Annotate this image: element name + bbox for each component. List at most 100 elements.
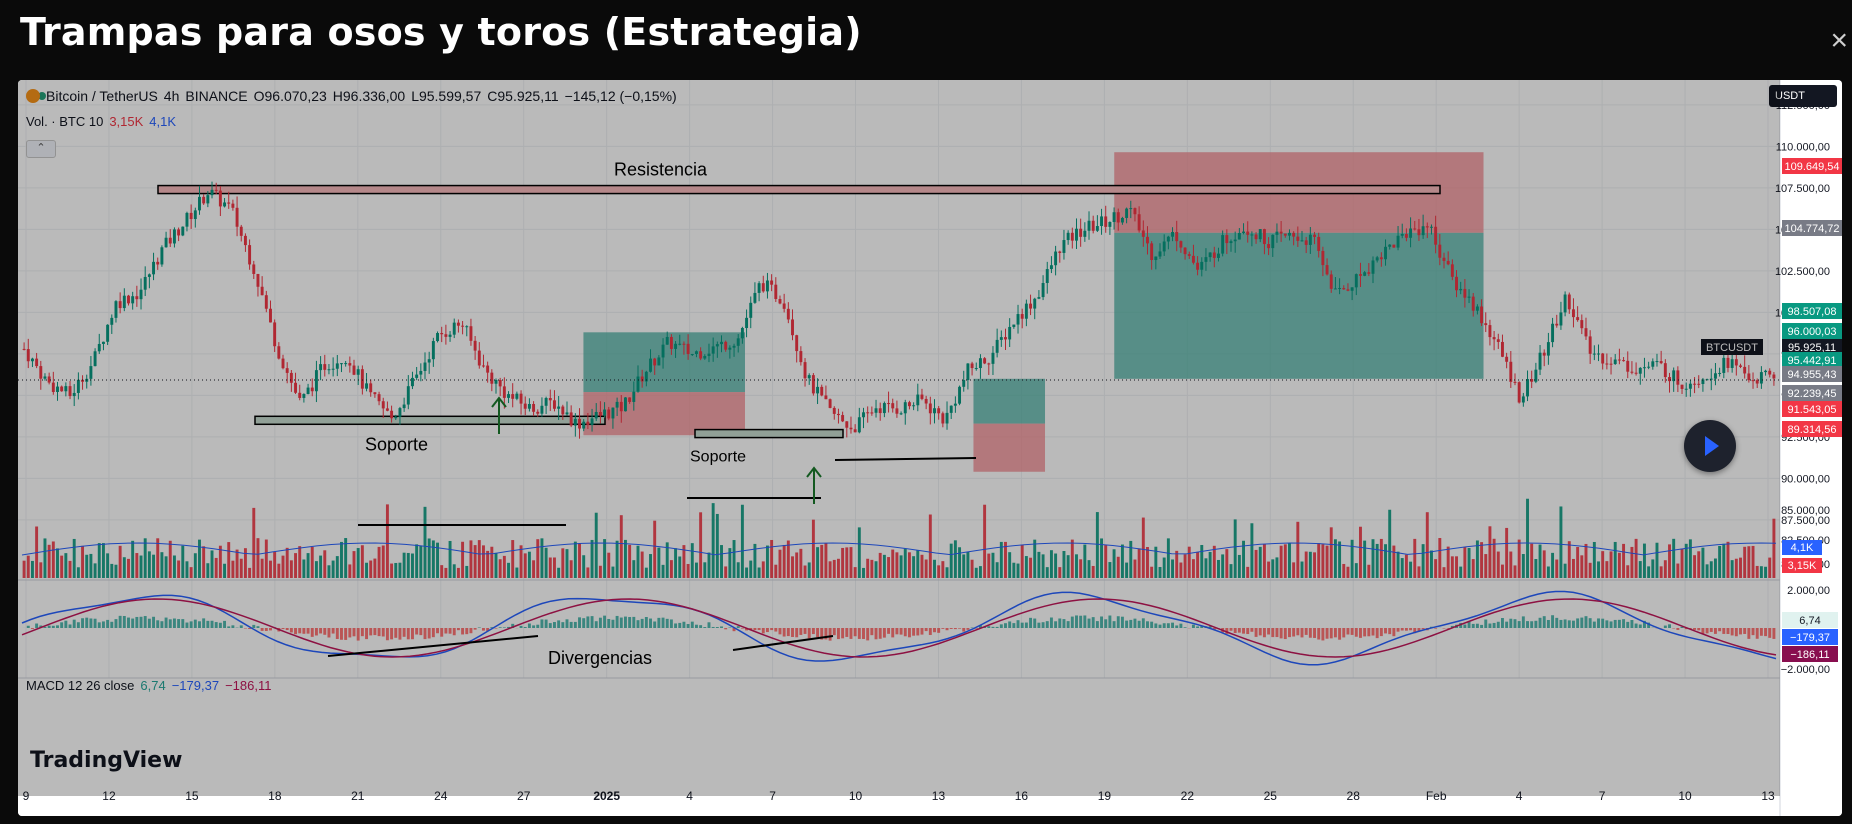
candle-body: [227, 202, 231, 204]
macd-hist-value: 6,74: [140, 678, 166, 693]
close-icon[interactable]: ×: [1830, 24, 1848, 57]
volume-bar: [736, 562, 740, 578]
volume-bar: [903, 548, 907, 578]
volume-bar: [774, 564, 778, 578]
symbol-name[interactable]: Bitcoin / TetherUS: [46, 88, 158, 104]
candle-body: [402, 404, 406, 409]
macd-hist-bar: [473, 628, 477, 630]
candle-body: [177, 229, 181, 236]
candle-body: [1054, 251, 1058, 266]
support-zone: [254, 415, 606, 426]
chart-frame[interactable]: Resistencia Soporte Soporte Divergencias 87.…: [18, 80, 1842, 816]
volume-bar: [1388, 509, 1392, 578]
candle-body: [1100, 216, 1104, 227]
candle-body: [1008, 326, 1012, 340]
macd-hist-bar: [665, 618, 669, 628]
macd-hist-bar: [448, 628, 452, 634]
volume-bar: [674, 548, 678, 578]
macd-hist-bar: [122, 615, 126, 628]
candle-body: [64, 386, 68, 392]
candle-body: [160, 247, 164, 265]
macd-badge: [1782, 646, 1838, 662]
volume-bar: [260, 558, 264, 578]
macd-hist-bar: [1049, 617, 1053, 628]
candle-body: [444, 334, 448, 337]
play-icon[interactable]: [1684, 420, 1736, 472]
candle-body: [436, 333, 439, 342]
volume-bar: [456, 567, 460, 578]
macd-hist-bar: [678, 622, 682, 628]
macd-hist-bar: [1146, 621, 1149, 628]
candle-body: [987, 363, 991, 365]
candle-body: [1517, 382, 1521, 403]
candle-body: [1551, 323, 1555, 343]
macd-hist-bar: [1676, 628, 1680, 630]
candle-body: [461, 325, 465, 327]
candle-body: [47, 376, 51, 383]
volume-bar: [248, 567, 252, 578]
candle-body: [740, 328, 744, 339]
macd-hist-bar: [1542, 616, 1546, 628]
candle-body: [1576, 317, 1580, 321]
candle-body: [1200, 261, 1204, 270]
candle-body: [1693, 383, 1697, 385]
macd-hist-bar: [1200, 625, 1204, 628]
candle-body: [1029, 303, 1033, 309]
volume-bar: [1526, 498, 1529, 578]
candle-body: [181, 226, 185, 236]
macd-hist-bar: [920, 628, 924, 635]
macd-hist-bar: [1584, 616, 1588, 628]
macd-hist-bar: [1668, 624, 1671, 628]
volume-bar: [1087, 560, 1091, 578]
candle-body: [1446, 260, 1450, 265]
macd-hist-bar: [891, 628, 895, 638]
volume-label[interactable]: Vol. · BTC 10: [26, 114, 104, 129]
macd-badge: [1782, 612, 1838, 628]
candle-body: [419, 370, 423, 375]
macd-hist-bar: [456, 628, 460, 631]
time-axis-label: 28: [1347, 789, 1361, 803]
macd-hist-bar: [1079, 615, 1083, 628]
volume-bar: [1304, 551, 1308, 578]
candle-body: [431, 341, 435, 360]
macd-hist-bar: [1392, 628, 1396, 637]
candle-body: [1672, 370, 1676, 382]
macd-hist-bar: [1417, 628, 1421, 632]
candle-body: [1250, 234, 1254, 236]
volume-bar: [1588, 562, 1592, 578]
macd-hist-bar: [310, 628, 314, 637]
volume-bar: [1772, 518, 1776, 578]
candle-body: [1120, 217, 1124, 223]
candle-body: [89, 366, 93, 379]
currency-selector[interactable]: USDT: [1769, 85, 1837, 107]
candle-body: [765, 280, 769, 292]
macd-hist-bar: [1024, 622, 1028, 628]
candle-body: [1288, 232, 1291, 236]
candle-body: [665, 336, 669, 345]
candle-body: [1246, 231, 1250, 235]
candle-body: [811, 375, 815, 394]
candle-body: [870, 412, 874, 414]
collapse-legend-button[interactable]: ⌃: [26, 140, 56, 158]
macd-hist-bar: [874, 628, 878, 640]
interval[interactable]: 4h: [163, 88, 180, 104]
candle-body: [841, 415, 845, 422]
candle-body: [803, 362, 807, 379]
candle-body: [970, 363, 974, 369]
macd-hist-bar: [340, 628, 343, 640]
volume-bar: [640, 551, 644, 578]
volume-bar: [1622, 543, 1626, 578]
macd-hist-bar: [1375, 628, 1379, 639]
candle-body: [1333, 288, 1337, 290]
volume-bar: [152, 554, 156, 578]
macd-label[interactable]: MACD 12 26 close: [26, 678, 135, 693]
macd-hist-bar: [394, 628, 398, 638]
volume-bar: [682, 545, 686, 578]
volume-bar: [356, 548, 360, 578]
volume-bar: [686, 563, 690, 578]
macd-hist-bar: [344, 628, 348, 640]
candle-body: [490, 372, 494, 384]
price-chart[interactable]: Resistencia Soporte Soporte Divergencias 87.…: [18, 80, 1842, 816]
price-badge: [1782, 220, 1842, 236]
macd-hist-bar: [64, 620, 68, 628]
